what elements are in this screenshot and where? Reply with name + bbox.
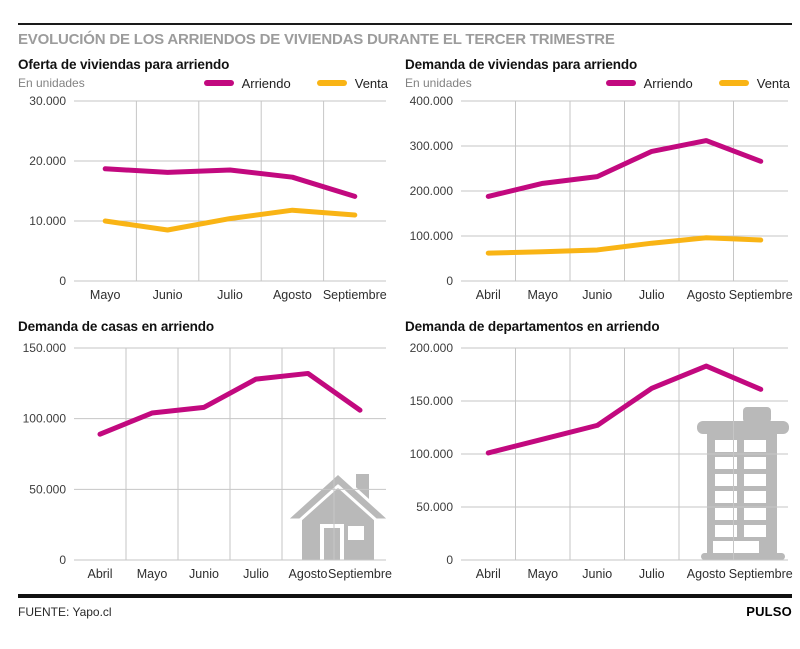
house-icon bbox=[286, 471, 390, 560]
svg-text:Mayo: Mayo bbox=[527, 288, 558, 302]
svg-text:Julio: Julio bbox=[217, 288, 243, 302]
svg-text:Mayo: Mayo bbox=[137, 567, 168, 581]
svg-text:Agosto: Agosto bbox=[687, 567, 726, 581]
chart-title: Demanda de viviendas para arriendo bbox=[405, 57, 638, 72]
svg-text:30.000: 30.000 bbox=[29, 94, 66, 108]
svg-text:Junio: Junio bbox=[189, 567, 219, 581]
legend-label-venta: Venta bbox=[756, 75, 790, 91]
infographic-page: EVOLUCIÓN DE LOS ARRIENDOS DE VIVIENDAS … bbox=[0, 23, 800, 649]
svg-text:0: 0 bbox=[59, 553, 66, 567]
svg-text:Julio: Julio bbox=[639, 567, 665, 581]
svg-text:0: 0 bbox=[446, 553, 453, 567]
svg-text:Junio: Junio bbox=[153, 288, 183, 302]
svg-text:Septiembre: Septiembre bbox=[729, 567, 793, 581]
plot-area: 0 10.000 20.000 30.000 Mayo Junio Julio Agosto S… bbox=[18, 93, 390, 305]
svg-text:150.000: 150.000 bbox=[23, 341, 67, 355]
svg-text:300.000: 300.000 bbox=[410, 139, 454, 153]
chart-subrow: En unidades Arriendo Venta bbox=[405, 73, 792, 93]
legend-item-arriendo: Arriendo bbox=[605, 75, 693, 91]
legend-label-arriendo: Arriendo bbox=[643, 75, 693, 91]
line-chart-demanda-casas: 0 50.000 100.000 150.000 Abril Mayo Junio Julio… bbox=[23, 341, 392, 581]
charts-grid: Oferta de viviendas para arriendo En uni… bbox=[18, 57, 793, 584]
top-rule bbox=[18, 23, 792, 25]
footer-rule bbox=[18, 594, 792, 598]
pulso-brand-logo: PULSO bbox=[746, 604, 792, 619]
svg-text:Septiembre: Septiembre bbox=[729, 288, 793, 302]
legend-label-venta: Venta bbox=[354, 75, 388, 91]
legend-label-arriendo: Arriendo bbox=[241, 75, 291, 91]
chart-oferta-viviendas: Oferta de viviendas para arriendo En uni… bbox=[18, 57, 390, 305]
footer: FUENTE: Yapo.cl PULSO bbox=[18, 604, 792, 619]
line-chart-demanda-viviendas: 0 100.000 200.000 300.000 400.000 Abril Mayo Ju… bbox=[410, 94, 793, 302]
svg-text:Junio: Junio bbox=[582, 288, 612, 302]
venta-line-swatch bbox=[316, 80, 347, 86]
svg-text:50.000: 50.000 bbox=[416, 500, 453, 514]
legend-item-venta: Venta bbox=[316, 75, 388, 91]
svg-text:100.000: 100.000 bbox=[410, 229, 454, 243]
building-icon bbox=[697, 407, 789, 560]
svg-text:Abril: Abril bbox=[476, 567, 501, 581]
chart-title: Demanda de departamentos en arriendo bbox=[405, 319, 660, 334]
chart-subtitle: En unidades bbox=[405, 76, 472, 90]
venta-line-swatch bbox=[718, 80, 749, 86]
svg-text:Septiembre: Septiembre bbox=[328, 567, 392, 581]
plot-area: 0 50.000 100.000 150.000 Abril Mayo Junio Julio… bbox=[18, 340, 392, 584]
svg-text:100.000: 100.000 bbox=[410, 447, 454, 461]
legend-item-venta: Venta bbox=[718, 75, 790, 91]
chart-demanda-departamentos: Demanda de departamentos en arriendo bbox=[405, 319, 793, 584]
arriendo-line-swatch bbox=[203, 80, 234, 86]
svg-text:Abril: Abril bbox=[476, 288, 501, 302]
chart-demanda-casas: Demanda de casas en arriendo 0 50.000 100.… bbox=[18, 319, 392, 584]
chart-title: Oferta de viviendas para arriendo bbox=[18, 57, 230, 72]
svg-text:Junio: Junio bbox=[582, 567, 612, 581]
svg-text:Agosto: Agosto bbox=[273, 288, 312, 302]
svg-text:150.000: 150.000 bbox=[410, 394, 454, 408]
svg-text:Abril: Abril bbox=[87, 567, 112, 581]
svg-text:0: 0 bbox=[59, 274, 66, 288]
svg-text:Julio: Julio bbox=[243, 567, 269, 581]
svg-text:200.000: 200.000 bbox=[410, 341, 454, 355]
svg-text:Agosto: Agosto bbox=[687, 288, 726, 302]
svg-text:Julio: Julio bbox=[639, 288, 665, 302]
line-chart-demanda-departamentos: 0 50.000 100.000 150.000 200.000 Abril Mayo Jun… bbox=[410, 341, 793, 581]
chart-subtitle: En unidades bbox=[18, 76, 85, 90]
source-credit: FUENTE: Yapo.cl bbox=[18, 604, 112, 619]
svg-text:100.000: 100.000 bbox=[23, 412, 67, 426]
plot-area: 0 100.000 200.000 300.000 400.000 Abril Mayo Ju… bbox=[405, 93, 793, 305]
svg-text:10.000: 10.000 bbox=[29, 214, 66, 228]
chart-title: Demanda de casas en arriendo bbox=[18, 319, 215, 334]
svg-text:0: 0 bbox=[446, 274, 453, 288]
legend: Arriendo Venta bbox=[203, 75, 390, 91]
svg-text:Mayo: Mayo bbox=[527, 567, 558, 581]
chart-demanda-viviendas: Demanda de viviendas para arriendo En un… bbox=[405, 57, 793, 305]
arriendo-line-swatch bbox=[605, 80, 636, 86]
page-title: EVOLUCIÓN DE LOS ARRIENDOS DE VIVIENDAS … bbox=[18, 31, 615, 48]
svg-text:20.000: 20.000 bbox=[29, 154, 66, 168]
svg-text:400.000: 400.000 bbox=[410, 94, 454, 108]
legend: Arriendo Venta bbox=[605, 75, 792, 91]
svg-text:200.000: 200.000 bbox=[410, 184, 454, 198]
chart-subrow: En unidades Arriendo Venta bbox=[18, 73, 390, 93]
legend-item-arriendo: Arriendo bbox=[203, 75, 291, 91]
plot-area: 0 50.000 100.000 150.000 200.000 Abril Mayo Jun… bbox=[405, 340, 793, 584]
svg-text:Mayo: Mayo bbox=[90, 288, 121, 302]
line-chart-oferta: 0 10.000 20.000 30.000 Mayo Junio Julio Agosto S… bbox=[29, 94, 387, 302]
svg-text:Septiembre: Septiembre bbox=[323, 288, 387, 302]
svg-text:Agosto: Agosto bbox=[289, 567, 328, 581]
svg-text:50.000: 50.000 bbox=[29, 482, 66, 496]
